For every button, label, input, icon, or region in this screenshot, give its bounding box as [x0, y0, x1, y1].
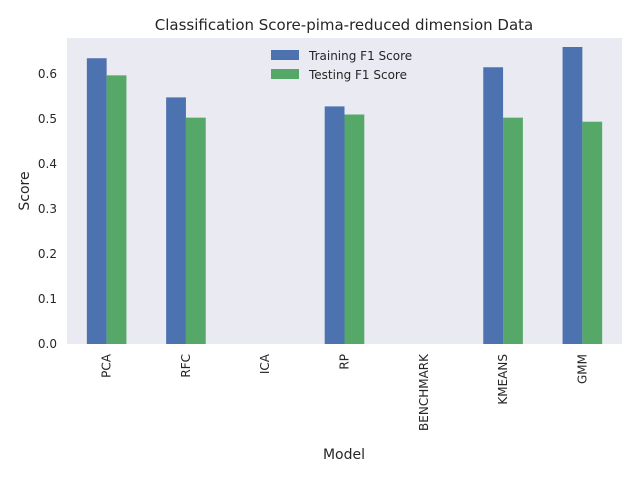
x-tick-label-rfc: RFC	[179, 354, 193, 378]
y-tick-label: 0.5	[38, 112, 57, 126]
bar-testing-pca	[106, 75, 127, 344]
y-tick-label: 0.4	[38, 157, 57, 171]
y-tick-label: 0.1	[38, 292, 57, 306]
x-tick-label-gmm: GMM	[575, 354, 589, 384]
chart-title: Classification Score-pima-reduced dimens…	[155, 16, 534, 34]
x-tick-label-benchmark: BENCHMARK	[417, 353, 431, 431]
y-tick-label: 0.3	[38, 202, 57, 216]
bar-testing-rp	[344, 114, 365, 344]
bar-training-rfc	[166, 97, 186, 345]
legend-label-testing: Testing F1 Score	[308, 68, 407, 82]
legend: Training F1 Score Testing F1 Score	[271, 49, 412, 82]
x-tick-label-rp: RP	[338, 354, 352, 370]
x-tick-label-kmeans: KMEANS	[496, 354, 510, 405]
bar-testing-kmeans	[503, 117, 523, 345]
y-axis-label: Score	[17, 171, 33, 210]
y-tick-label: 0.6	[38, 67, 57, 81]
bar-training-kmeans	[483, 67, 504, 344]
legend-label-training: Training F1 Score	[308, 49, 412, 63]
bar-training-pca	[86, 58, 107, 344]
x-tick-label-pca: PCA	[100, 353, 114, 378]
y-tick-label: 0.2	[38, 247, 57, 261]
bar-training-gmm	[562, 47, 583, 344]
y-tick-label: 0.0	[38, 337, 57, 351]
legend-swatch-testing	[271, 69, 299, 79]
bar-training-rp	[324, 106, 345, 345]
x-tick-label-ica: ICA	[258, 353, 272, 374]
x-axis-label: Model	[323, 447, 365, 463]
bar-testing-rfc	[185, 117, 206, 345]
legend-swatch-training	[271, 50, 299, 60]
bar-testing-gmm	[582, 121, 603, 344]
